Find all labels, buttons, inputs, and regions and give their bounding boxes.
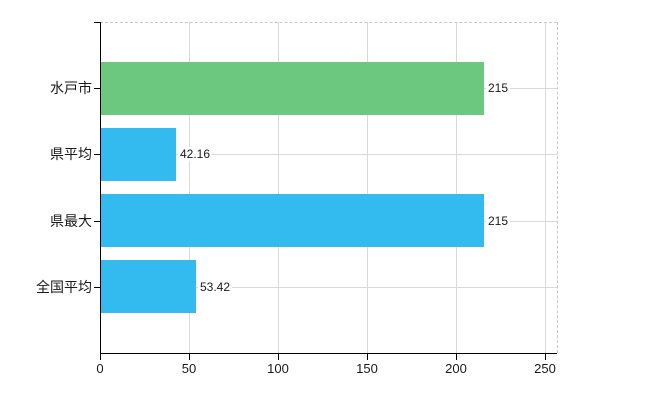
category-label: 県最大 xyxy=(50,213,92,229)
y-axis-top-tick xyxy=(94,22,101,23)
x-gridline xyxy=(189,22,190,353)
plot-border-top xyxy=(100,22,557,23)
x-gridline xyxy=(278,22,279,353)
bar-4[interactable] xyxy=(101,260,196,313)
category-label: 県平均 xyxy=(50,146,92,162)
x-tick-label: 50 xyxy=(181,361,197,376)
bar-value-label: 53.42 xyxy=(198,280,233,294)
x-tick-label: 0 xyxy=(96,361,104,376)
bar-2[interactable] xyxy=(101,128,176,181)
x-axis-tick xyxy=(456,354,457,360)
y-axis-tick xyxy=(94,287,101,288)
x-tick-label: 150 xyxy=(356,361,378,376)
bar-value-label: 215 xyxy=(486,214,511,228)
x-axis-line xyxy=(100,353,557,354)
x-tick-label: 200 xyxy=(445,361,467,376)
x-gridline xyxy=(545,22,546,353)
y-axis-tick xyxy=(94,88,101,89)
bar-1[interactable] xyxy=(101,62,484,115)
category-label: 全国平均 xyxy=(36,279,92,295)
x-axis-tick xyxy=(278,354,279,360)
x-axis-tick xyxy=(367,354,368,360)
y-axis-line xyxy=(100,22,101,353)
bar-3[interactable] xyxy=(101,194,484,247)
x-gridline xyxy=(367,22,368,353)
x-axis-tick xyxy=(189,354,190,360)
bar-value-label: 215 xyxy=(486,81,511,95)
category-label: 水戸市 xyxy=(50,80,92,96)
y-gridline xyxy=(100,154,557,155)
y-gridline xyxy=(100,287,557,288)
x-gridline xyxy=(456,22,457,353)
bar-value-label: 42.16 xyxy=(178,147,213,161)
plot-border-right xyxy=(557,22,558,353)
x-axis-tick xyxy=(545,354,546,360)
y-axis-tick xyxy=(94,221,101,222)
x-tick-label: 250 xyxy=(534,361,556,376)
y-axis-tick xyxy=(94,154,101,155)
x-axis-tick xyxy=(100,354,101,360)
x-tick-label: 100 xyxy=(267,361,289,376)
